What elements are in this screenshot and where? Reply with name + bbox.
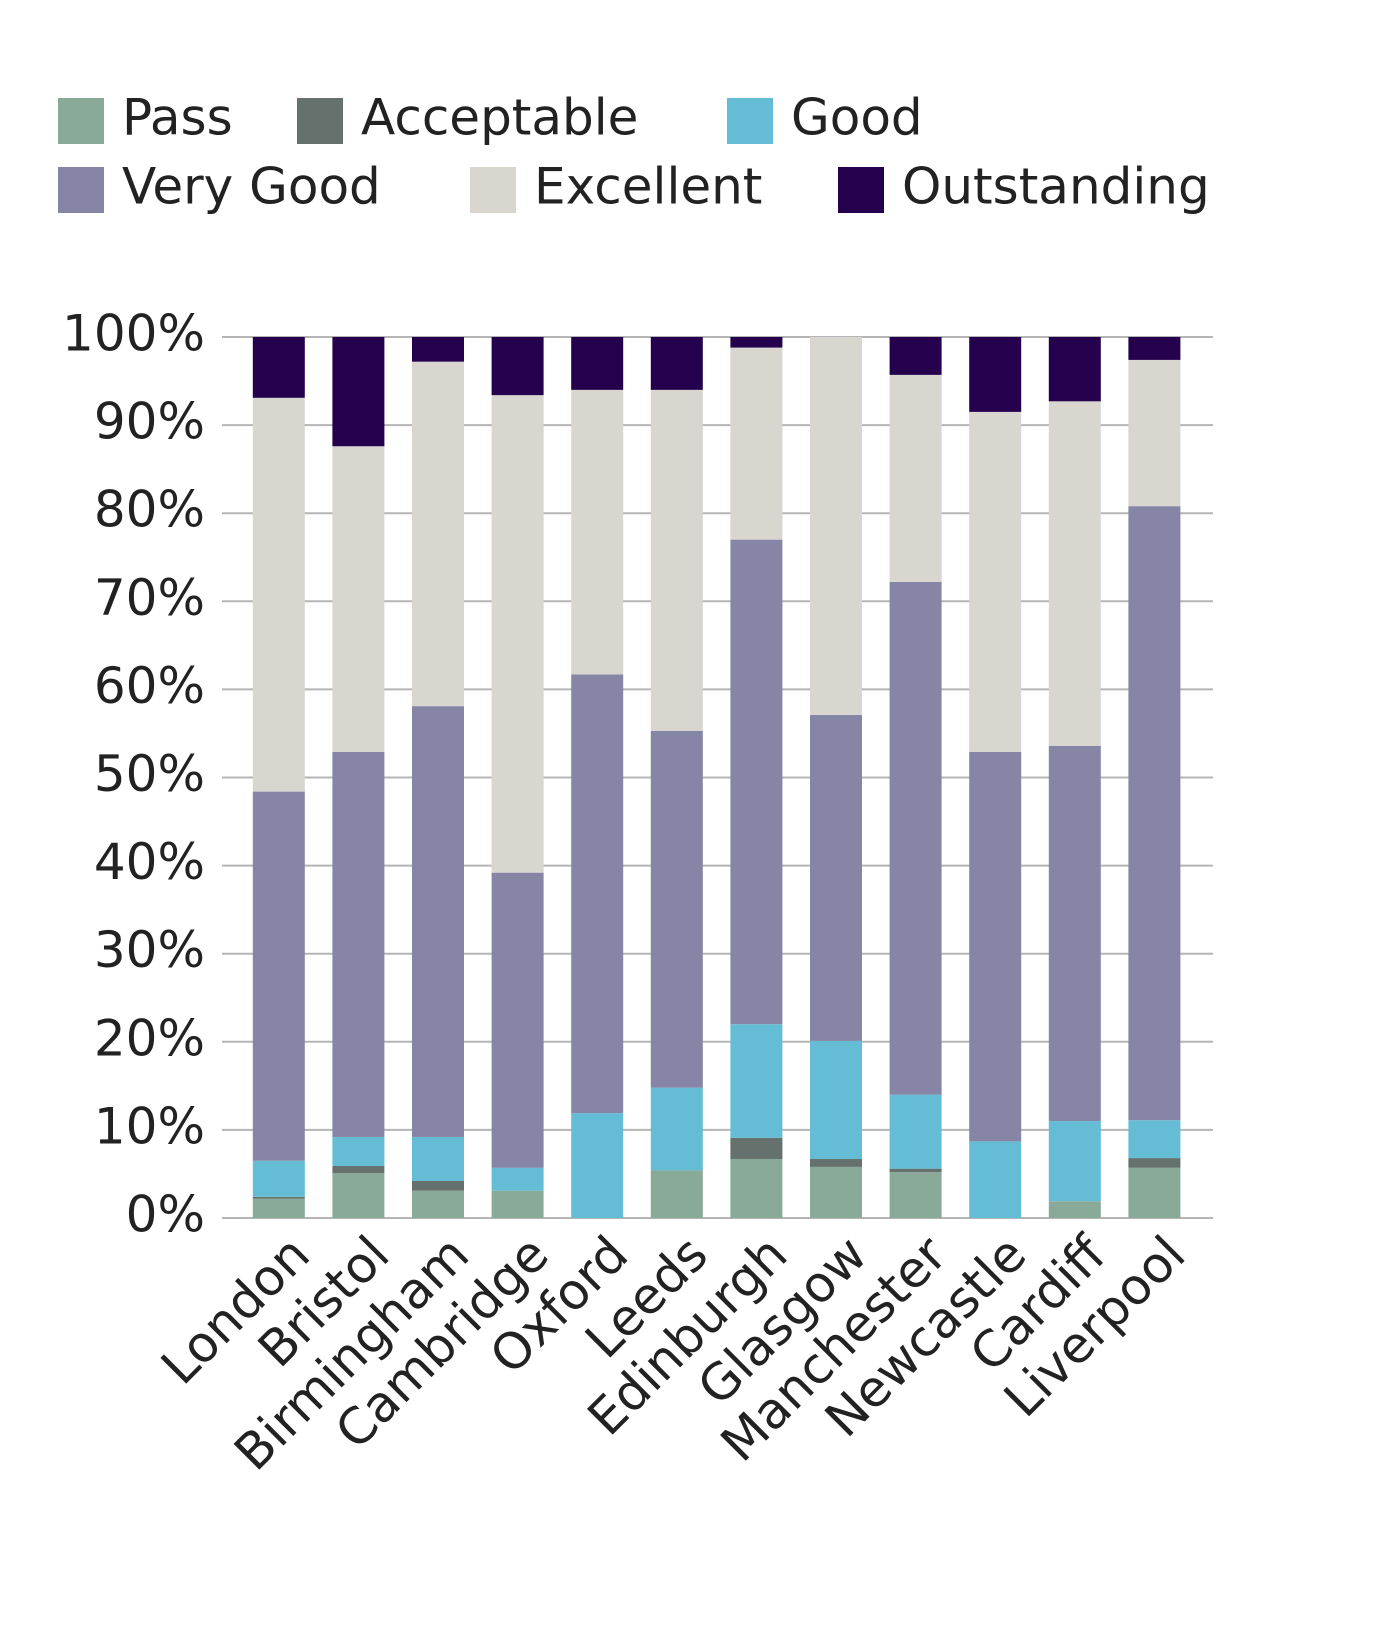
- y-tick-label: 0%: [126, 1186, 205, 1244]
- bar-segment: [412, 1180, 464, 1191]
- bar-segment: [730, 1024, 783, 1138]
- bar-segment: [1048, 337, 1101, 402]
- bar-segment: [571, 337, 624, 390]
- y-tick-label: 40%: [94, 833, 205, 891]
- bar-segment: [491, 1167, 544, 1191]
- bar-segment: [889, 337, 942, 375]
- bar-segment: [810, 714, 862, 1041]
- legend-swatch: [838, 167, 884, 213]
- bar-segment: [491, 395, 544, 873]
- bar-segment: [571, 389, 624, 675]
- bar-segment: [332, 337, 385, 447]
- bar-segment: [730, 347, 783, 540]
- bar-segment: [730, 337, 783, 348]
- bar-segment: [412, 337, 464, 362]
- bar-segment: [969, 751, 1022, 1142]
- bar-segment: [252, 397, 305, 792]
- bar-segment: [650, 730, 703, 1088]
- bar-segment: [1128, 1120, 1181, 1159]
- bar-segment: [332, 1173, 385, 1218]
- bar-segment: [1128, 337, 1181, 360]
- bar-segment: [650, 389, 703, 731]
- bar-segment: [1048, 745, 1101, 1122]
- legend-label: Excellent: [534, 158, 762, 216]
- legend-swatch: [470, 167, 516, 213]
- bar-segment: [810, 1040, 862, 1159]
- y-tick-label: 10%: [94, 1097, 205, 1155]
- bar-segment: [332, 1136, 385, 1167]
- bar-segment: [252, 1196, 305, 1199]
- bar-segment: [810, 1158, 862, 1167]
- bar-segment: [650, 337, 703, 390]
- legend-swatch: [58, 98, 104, 144]
- bar-segment: [252, 1160, 305, 1197]
- bar-segment: [491, 337, 544, 396]
- bar-segment: [969, 337, 1022, 412]
- bar-segment: [1048, 401, 1101, 746]
- legend-label: Good: [791, 89, 923, 147]
- bar-segment: [332, 1166, 385, 1174]
- bar-segment: [1128, 359, 1181, 507]
- bar-segment: [810, 337, 862, 715]
- bar-segment: [1128, 1167, 1181, 1218]
- bar-segment: [810, 1166, 862, 1218]
- bar-segment: [1048, 1201, 1101, 1218]
- bar-segment: [889, 1094, 942, 1169]
- bar-segment: [969, 411, 1022, 752]
- bar-segment: [491, 872, 544, 1168]
- bar-segment: [332, 446, 385, 752]
- legend-label: Pass: [122, 89, 233, 147]
- bar-segment: [252, 1198, 305, 1218]
- bar-segment: [571, 674, 624, 1114]
- bar-segment: [332, 751, 385, 1137]
- bar-segment: [650, 1170, 703, 1218]
- bar-segment: [730, 1137, 783, 1159]
- bar-segment: [650, 1087, 703, 1171]
- y-tick-label: 70%: [94, 569, 205, 627]
- bar-segment: [730, 539, 783, 1025]
- y-tick-label: 100%: [62, 305, 205, 363]
- bar-segment: [412, 1190, 464, 1218]
- bar-segment: [889, 374, 942, 582]
- bar-segment: [1048, 1121, 1101, 1202]
- legend-swatch: [727, 98, 773, 144]
- bar-segment: [412, 706, 464, 1137]
- legend-swatch: [297, 98, 343, 144]
- y-tick-label: 80%: [94, 481, 205, 539]
- bar-segment: [412, 1136, 464, 1181]
- y-tick-label: 20%: [94, 1009, 205, 1067]
- bar-segment: [1128, 1158, 1181, 1168]
- bar-segment: [730, 1158, 783, 1218]
- bar-segment: [491, 1190, 544, 1218]
- bar-segment: [969, 1141, 1022, 1218]
- bar-segment: [412, 361, 464, 707]
- y-tick-label: 50%: [94, 745, 205, 803]
- y-tick-label: 90%: [94, 393, 205, 451]
- bar-segment: [252, 337, 305, 398]
- legend-label: Very Good: [122, 158, 381, 216]
- bar-segment: [889, 581, 942, 1095]
- y-tick-label: 60%: [94, 657, 205, 715]
- bar-segment: [571, 1113, 624, 1218]
- legend-label: Outstanding: [902, 158, 1210, 216]
- bar-segment: [1128, 506, 1181, 1121]
- bar-segment: [252, 791, 305, 1161]
- y-tick-label: 30%: [94, 921, 205, 979]
- legend-swatch: [58, 167, 104, 213]
- legend-label: Acceptable: [361, 89, 638, 147]
- bar-segment: [889, 1172, 942, 1218]
- bar-segment: [889, 1168, 942, 1173]
